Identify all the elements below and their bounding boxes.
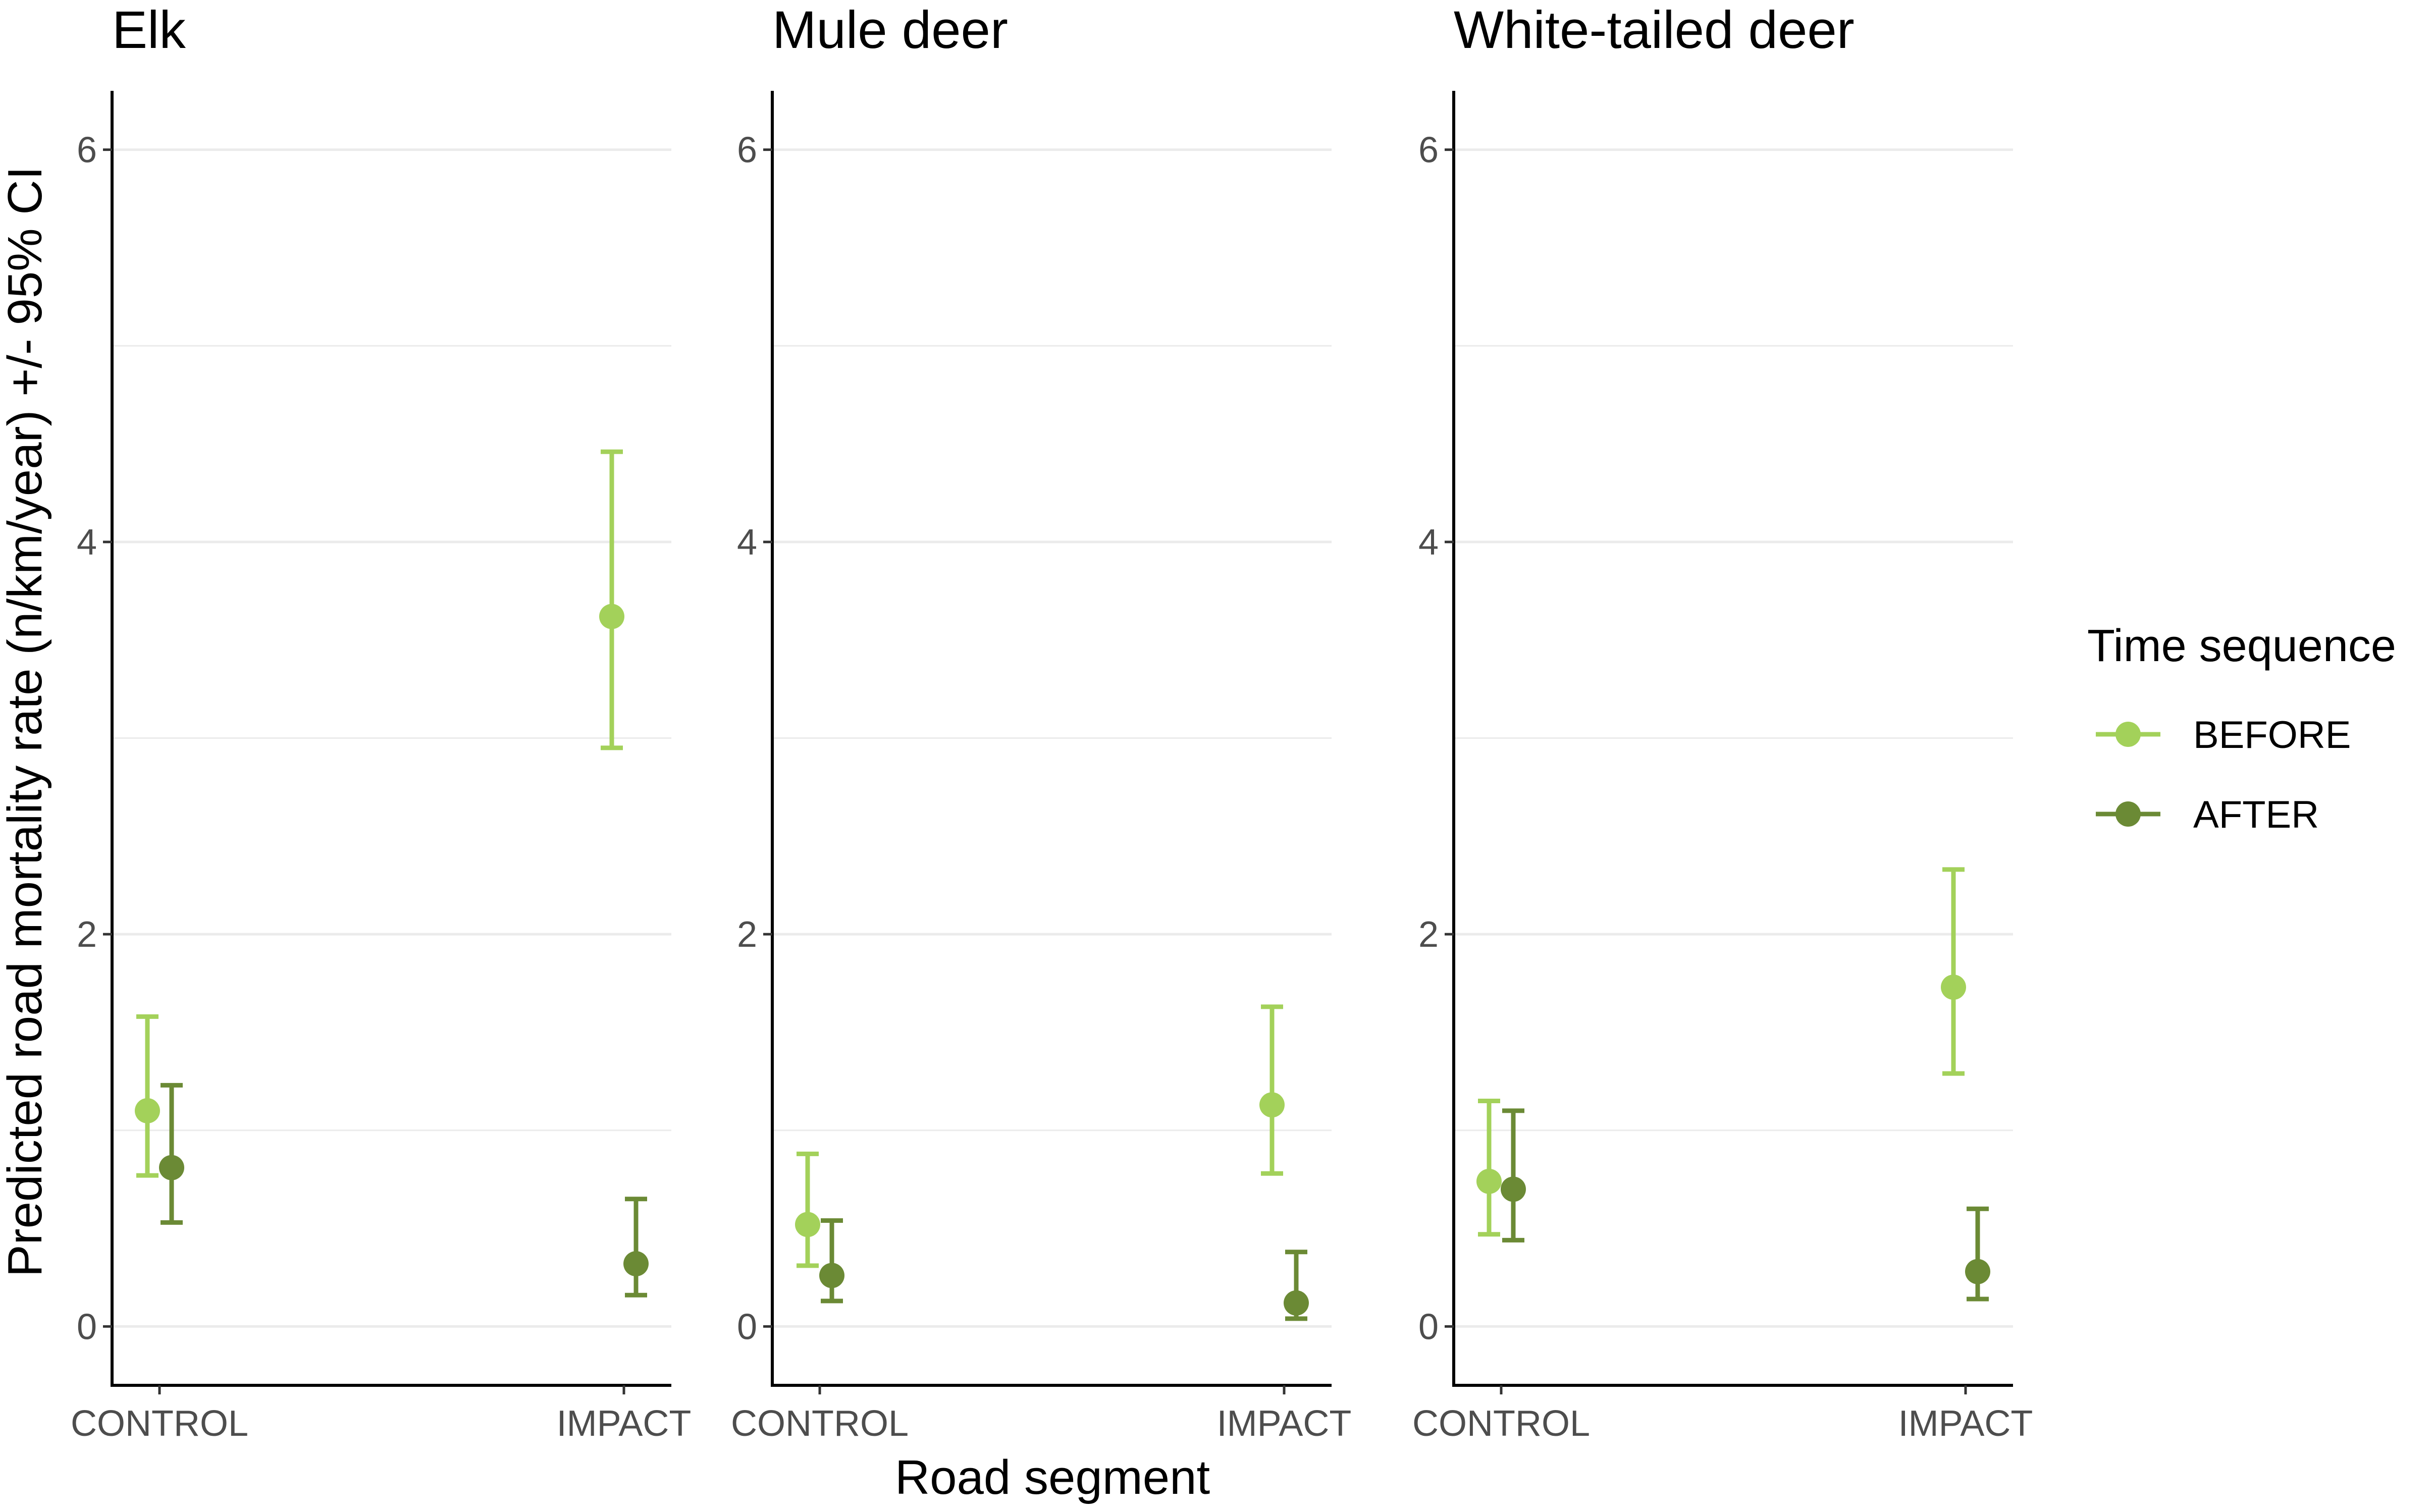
y-tick-label: 0 — [77, 1307, 97, 1347]
x-axis-title: Road segment — [895, 1450, 1210, 1504]
y-tick-label: 6 — [77, 130, 97, 171]
point-before — [599, 604, 624, 629]
point-after — [623, 1251, 649, 1277]
point-after — [819, 1263, 844, 1288]
panels-layer: 0 2 4 6 CONTROL IMPACT Elk 0 2 4 6 CONTROL IMPACT Mul… — [71, 1, 2033, 1444]
legend-items: BEFORE AFTER — [2096, 714, 2351, 836]
point-after — [1284, 1290, 1309, 1316]
point-after — [1501, 1176, 1526, 1202]
y-tick-label: 4 — [77, 522, 97, 563]
point-before — [795, 1212, 820, 1237]
point-before — [1476, 1168, 1502, 1194]
y-tick-label: 4 — [737, 522, 757, 563]
legend-item-before: BEFORE — [2096, 714, 2351, 757]
panel-title: Mule deer — [772, 1, 1008, 60]
legend-key-point — [2115, 801, 2141, 827]
panel-mule-deer: 0 2 4 6 CONTROL IMPACT Mule deer — [731, 1, 1351, 1444]
y-tick-label: 2 — [1418, 914, 1439, 955]
y-tick-label: 2 — [77, 914, 97, 955]
x-tick-label: CONTROL — [731, 1403, 909, 1444]
legend-label: AFTER — [2193, 793, 2319, 836]
panel-title: Elk — [112, 1, 186, 60]
point-before — [135, 1098, 160, 1123]
x-tick-label: CONTROL — [71, 1403, 248, 1444]
x-tick-label: CONTROL — [1412, 1403, 1590, 1444]
y-axis-title: Predicted road mortality rate (n/km/year… — [0, 167, 52, 1277]
y-tick-label: 6 — [1418, 130, 1439, 171]
panel-title: White-tailed deer — [1454, 1, 1855, 60]
x-tick-label: IMPACT — [1217, 1403, 1352, 1444]
panel-white-tailed-deer: 0 2 4 6 CONTROL IMPACT White-tailed deer — [1412, 1, 2033, 1444]
point-before — [1941, 975, 1966, 1000]
point-before — [1259, 1092, 1285, 1118]
legend-label: BEFORE — [2193, 714, 2351, 757]
point-after — [159, 1155, 184, 1180]
y-tick-label: 2 — [737, 914, 757, 955]
panel-elk: 0 2 4 6 CONTROL IMPACT Elk — [71, 1, 691, 1444]
y-tick-label: 6 — [737, 130, 757, 171]
x-tick-label: IMPACT — [557, 1403, 692, 1444]
x-tick-label: IMPACT — [1898, 1403, 2033, 1444]
y-tick-label: 0 — [737, 1307, 757, 1347]
point-after — [1965, 1259, 1990, 1284]
legend-key-point — [2115, 722, 2141, 747]
legend-title: Time sequence — [2087, 621, 2396, 671]
y-tick-label: 4 — [1418, 522, 1439, 563]
legend-item-after: AFTER — [2096, 793, 2319, 836]
legend: Time sequence BEFORE AFTER — [2087, 621, 2396, 836]
y-tick-label: 0 — [1418, 1307, 1439, 1347]
